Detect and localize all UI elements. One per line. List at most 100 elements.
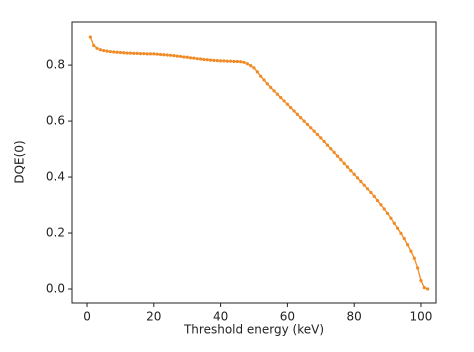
data-point	[145, 52, 149, 56]
data-point	[92, 43, 96, 48]
data-point	[232, 59, 236, 64]
data-point	[315, 132, 320, 137]
data-point	[108, 50, 113, 54]
data-point	[289, 106, 293, 110]
data-point	[305, 122, 310, 127]
data-point	[229, 59, 233, 63]
data-point	[369, 190, 373, 195]
x-tick-label: 20	[146, 310, 161, 324]
x-tick-label: 0	[83, 310, 91, 324]
x-tick-label: 100	[410, 310, 433, 324]
data-point	[406, 243, 410, 247]
data-point	[98, 48, 102, 52]
data-point	[162, 53, 166, 57]
data-point	[416, 266, 420, 270]
y-tick-label: 0.4	[46, 170, 65, 184]
data-point	[245, 62, 249, 66]
data-point	[222, 59, 226, 63]
data-point	[295, 112, 300, 116]
data-point	[335, 154, 340, 158]
data-point	[262, 78, 266, 82]
data-point	[409, 249, 413, 253]
data-point	[95, 46, 99, 50]
data-point	[342, 161, 346, 165]
data-point	[212, 58, 216, 62]
data-point	[359, 179, 363, 184]
data-point	[105, 49, 109, 53]
data-point	[402, 237, 406, 241]
data-point	[379, 203, 383, 207]
data-point	[155, 52, 159, 56]
data-point	[205, 58, 209, 62]
x-tick-label: 80	[347, 310, 362, 324]
data-point	[239, 60, 243, 64]
data-point	[319, 136, 323, 140]
data-point	[389, 216, 393, 220]
data-point	[138, 52, 143, 56]
data-point	[175, 54, 179, 58]
data-point	[252, 66, 256, 70]
data-point	[272, 89, 276, 93]
data-point	[392, 221, 396, 225]
data-point	[118, 50, 123, 55]
data-point	[385, 211, 390, 216]
data-point	[208, 58, 213, 62]
data-point	[128, 51, 133, 55]
data-point	[152, 52, 156, 56]
x-axis-label: Threshold energy (keV)	[183, 323, 324, 337]
data-point	[372, 194, 376, 198]
data-point	[426, 287, 430, 291]
data-point	[168, 53, 173, 57]
data-point	[172, 53, 176, 58]
y-tick-label: 0.2	[46, 226, 65, 240]
data-point	[112, 50, 116, 54]
y-tick-label: 0.8	[46, 58, 65, 72]
data-point	[88, 35, 92, 39]
data-point	[285, 102, 289, 106]
data-point	[102, 48, 106, 53]
x-tick-label: 40	[213, 310, 228, 324]
data-point	[215, 59, 219, 63]
data-point	[349, 169, 353, 173]
data-point	[142, 52, 146, 56]
data-point	[345, 165, 350, 169]
y-axis-label: DQE(0)	[13, 140, 27, 183]
data-point	[242, 60, 246, 64]
data-point	[158, 52, 163, 57]
data-point	[355, 176, 360, 180]
data-point	[362, 183, 366, 187]
data-point	[198, 57, 203, 61]
data-point	[422, 286, 426, 290]
data-point	[195, 57, 199, 61]
data-point	[219, 59, 223, 63]
data-point	[322, 139, 326, 144]
data-point	[269, 85, 273, 90]
data-line	[89, 36, 428, 290]
y-tick-label: 0.6	[46, 114, 65, 128]
data-point	[125, 51, 129, 55]
data-point	[132, 51, 136, 55]
data-point	[375, 198, 380, 203]
data-point	[419, 279, 423, 283]
data-point	[329, 147, 333, 151]
data-point	[148, 52, 153, 56]
data-point	[382, 207, 386, 211]
data-point	[302, 119, 306, 123]
x-tick-label: 60	[280, 310, 295, 324]
data-point	[192, 56, 196, 60]
data-point	[122, 51, 126, 55]
data-point	[115, 50, 119, 54]
y-tick-label: 0.0	[46, 282, 65, 296]
data-point	[225, 59, 229, 63]
data-point	[412, 256, 416, 260]
plot-frame	[71, 21, 437, 304]
data-point	[332, 150, 336, 155]
data-point	[165, 53, 169, 57]
data-point	[235, 59, 239, 64]
data-point	[309, 126, 313, 130]
data-point	[188, 56, 193, 60]
data-point	[299, 116, 303, 120]
data-point	[265, 82, 269, 86]
data-point	[279, 95, 283, 100]
